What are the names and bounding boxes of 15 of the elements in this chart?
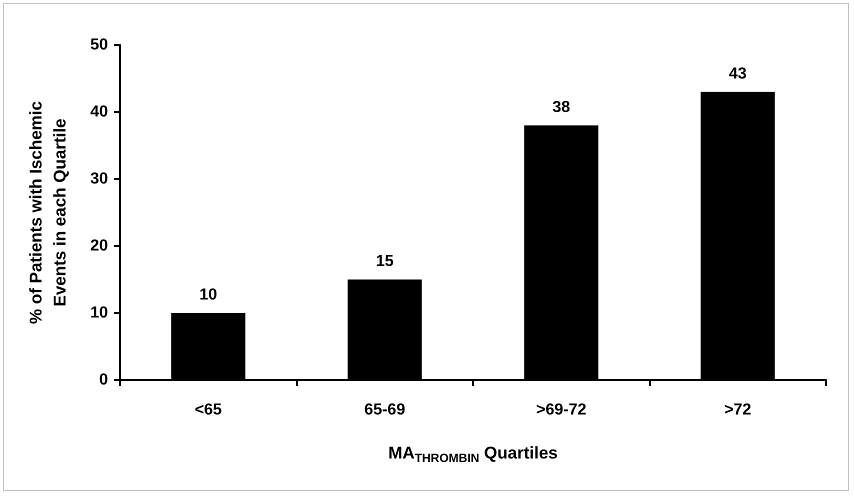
x-tick-label: 65-69 bbox=[364, 402, 406, 418]
y-tick-label: 40 bbox=[90, 104, 108, 120]
data-label: 38 bbox=[552, 98, 570, 116]
y-tick-label: 10 bbox=[90, 304, 108, 322]
y-axis-title: % of Patients with Ischemic Events in each Quartile bbox=[26, 101, 70, 324]
y-tick-label: 20 bbox=[90, 238, 108, 254]
data-label: 10 bbox=[199, 286, 218, 304]
data-label: 43 bbox=[728, 65, 747, 82]
y-tick-label: 30 bbox=[90, 170, 108, 188]
data-label: 15 bbox=[376, 253, 394, 270]
x-tick-label: >72 bbox=[724, 402, 752, 418]
x-tick-label: <65 bbox=[194, 402, 222, 418]
y-tick-label: 0 bbox=[99, 372, 108, 388]
y-tick-label: 50 bbox=[90, 36, 108, 54]
x-tick-label: >69-72 bbox=[536, 402, 586, 418]
